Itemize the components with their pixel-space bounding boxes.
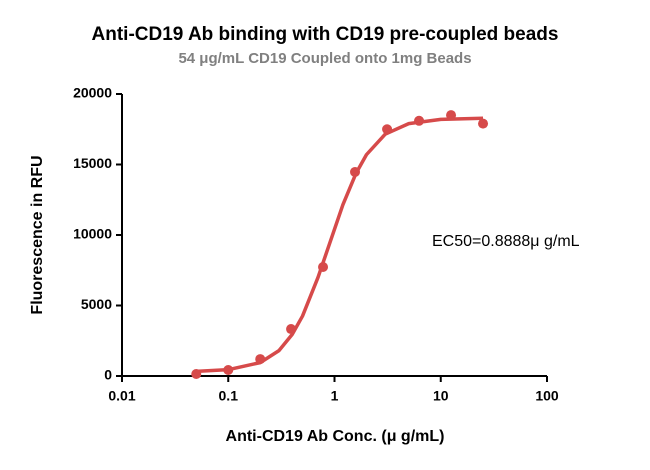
x-tick-label: 0.1 [219,388,239,404]
y-tick-label: 10000 [73,226,112,242]
x-axis-label: Anti-CD19 Ab Conc. (μ g/mL) [226,428,445,445]
y-tick-label: 20000 [73,85,112,101]
annotation: EC50=0.8888μ g/mL [432,233,580,250]
y-axis-label: Fluorescence in RFU [29,155,46,314]
chart-title: Anti-CD19 Ab binding with CD19 pre-coupl… [92,24,559,45]
y-tick-label: 0 [104,367,112,383]
y-tick-label: 15000 [73,155,112,171]
x-tick-label: 1 [331,388,339,404]
x-tick-label: 100 [535,388,559,404]
x-tick-label: 0.01 [108,388,135,404]
y-tick-label: 5000 [81,296,112,312]
data-point [478,118,489,129]
fit-curve [196,116,484,374]
x-tick-label: 10 [433,388,449,404]
chart-subtitle: 54 μg/mL CD19 Coupled onto 1mg Beads [178,50,471,67]
